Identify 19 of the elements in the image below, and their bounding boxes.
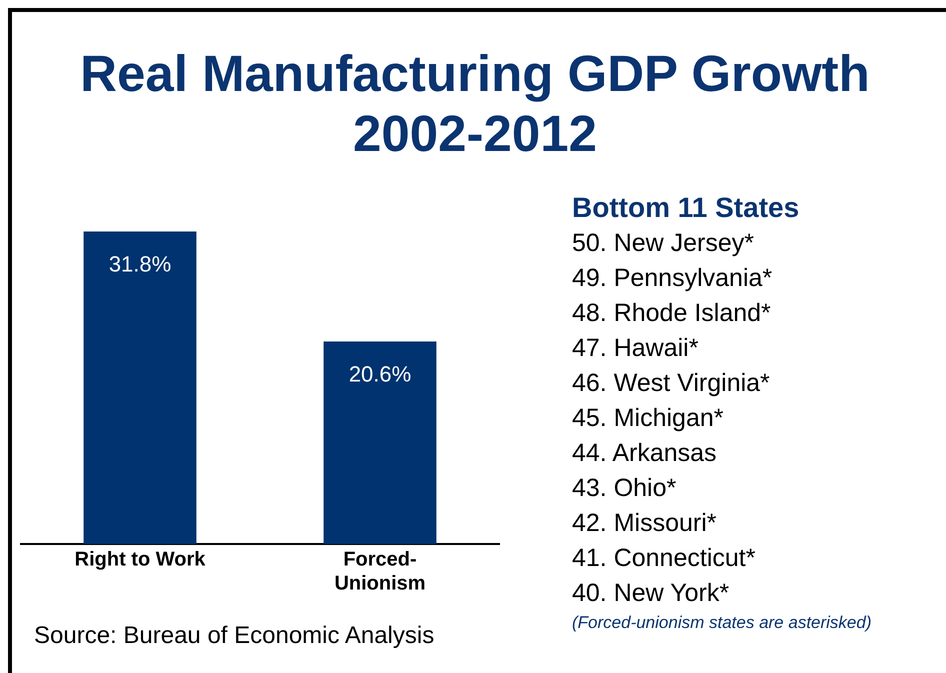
text: 44. Arkansas: [572, 438, 718, 469]
chart-title: Real Manufacturing GDP Growth 2002-2012: [79, 44, 871, 164]
data-label: 20.6%: [348, 362, 412, 387]
x-tick-label: Right to Work: [74, 548, 206, 571]
text: 42. Missouri*: [572, 508, 718, 539]
data-label: 31.8%: [108, 252, 172, 277]
x-tick-label: Forced-Unionism: [334, 548, 426, 595]
text: 50. New Jersey*: [572, 228, 756, 259]
text: 45. Michigan*: [572, 403, 724, 434]
text: 41. Connecticut*: [572, 543, 756, 574]
text: 40. New York*: [572, 578, 730, 609]
text: (Forced-unionism states are asterisked): [572, 612, 872, 634]
text: 43. Ohio*: [572, 473, 678, 504]
text: 47. Hawaii*: [572, 333, 700, 364]
text: 48. Rhode Island*: [572, 298, 772, 329]
text: Bottom 11 States: [572, 191, 800, 225]
text: 49. Pennsylvania*: [572, 263, 774, 294]
source-note: Source: Bureau of Economic Analysis: [34, 622, 434, 650]
text: 46. West Virginia*: [572, 368, 771, 399]
